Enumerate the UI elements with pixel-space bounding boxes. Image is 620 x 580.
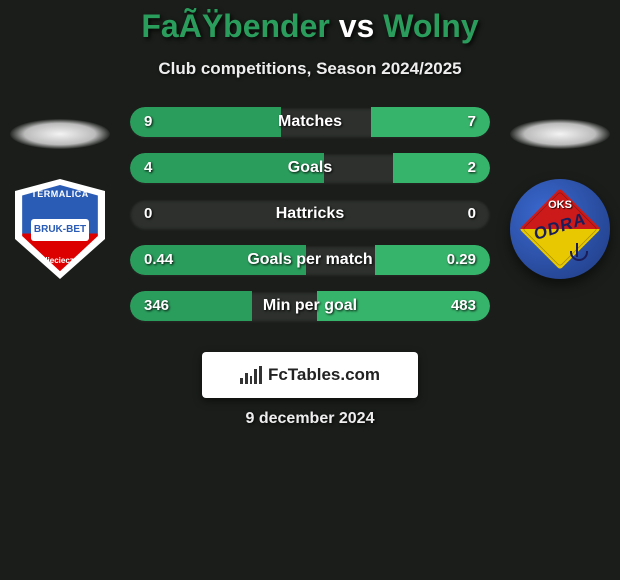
vs-label: vs [339,8,375,44]
attribution-badge: FcTables.com [202,352,418,398]
bar-chart-icon-bar [245,373,248,384]
player2-silhouette [510,119,610,149]
badge-left-top-text: TERMALICA [10,189,110,199]
bar-chart-icon-bar [259,366,262,384]
anchor-icon [570,243,584,261]
stat-row: 42Goals [130,153,490,183]
stat-label: Min per goal [130,291,490,321]
stats-block: 97Matches 42Goals 00Hattricks 0.440.29Goals… [130,107,490,337]
subtitle: Club competitions, Season 2024/2025 [0,59,620,79]
badge-left-bot-text: Nieciecza [10,256,110,265]
bar-chart-icon-bar [240,378,243,384]
main-area: TERMALICA BRUK-BET Nieciecza OKS ODRA 97… [0,107,620,357]
player1-club-badge: TERMALICA BRUK-BET Nieciecza [10,179,110,279]
stat-row: 00Hattricks [130,199,490,229]
player2-club-badge: OKS ODRA [510,179,610,279]
player2-column: OKS ODRA [500,107,620,279]
stat-row: 346483Min per goal [130,291,490,321]
bar-chart-icon [240,366,262,384]
badge-left-mid-text: BRUK-BET [31,219,89,241]
bar-chart-icon-bar [250,376,253,384]
stat-label: Goals per match [130,245,490,275]
player1-name: FaÃŸbender [141,8,329,44]
badge-right-name: ODRA [531,209,589,245]
footer-date: 9 december 2024 [0,410,620,428]
bar-chart-icon-bar [254,369,257,384]
badge-right-oks: OKS [548,199,572,211]
stat-label: Goals [130,153,490,183]
title: FaÃŸbender vs Wolny [0,0,620,45]
stat-label: Hattricks [130,199,490,229]
attribution-text: FcTables.com [268,365,380,385]
player1-silhouette [10,119,110,149]
comparison-card: FaÃŸbender vs Wolny Club competitions, S… [0,0,620,580]
stat-label: Matches [130,107,490,137]
player1-column: TERMALICA BRUK-BET Nieciecza [0,107,120,279]
stat-row: 0.440.29Goals per match [130,245,490,275]
player2-name: Wolny [383,8,478,44]
stat-row: 97Matches [130,107,490,137]
